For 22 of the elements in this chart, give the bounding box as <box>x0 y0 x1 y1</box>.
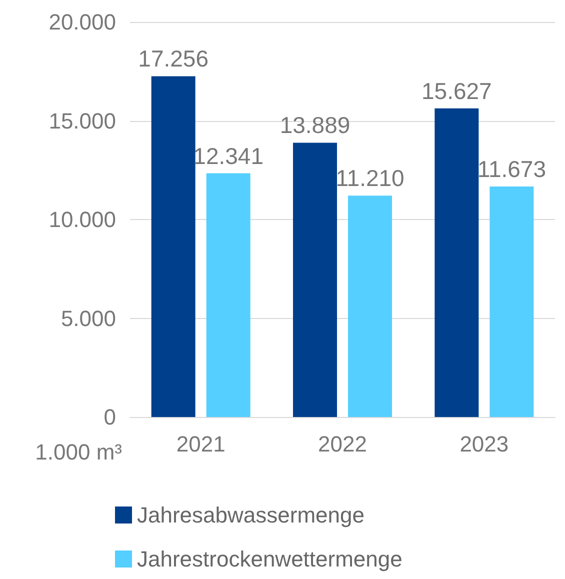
y-axis-title: 1.000 m³ <box>35 440 122 464</box>
y-tick-label: 15.000 <box>48 108 116 134</box>
x-tick-label: 2023 <box>460 432 509 456</box>
x-tick-label: 2022 <box>318 432 367 456</box>
bar <box>206 173 250 417</box>
data-label: 11.210 <box>336 165 404 192</box>
y-tick-label: 5.000 <box>60 306 116 331</box>
y-tick-label: 0 <box>104 404 116 430</box>
data-label: 13.889 <box>280 112 350 138</box>
y-tick-label: 20.000 <box>48 10 116 34</box>
x-tick-label: 2021 <box>176 432 226 456</box>
bar <box>490 186 534 417</box>
legend-label: Jahrestrockenwettermenge <box>137 546 402 572</box>
bar <box>151 76 196 417</box>
bar <box>348 196 392 417</box>
y-tick-label: 10.000 <box>48 207 116 232</box>
bar <box>434 108 479 417</box>
data-label: 11.673 <box>477 156 546 182</box>
bar <box>293 142 337 417</box>
data-label: 17.256 <box>138 46 209 72</box>
legend-label: Jahresabwassermenge <box>137 502 364 528</box>
data-label: 15.627 <box>421 78 492 104</box>
